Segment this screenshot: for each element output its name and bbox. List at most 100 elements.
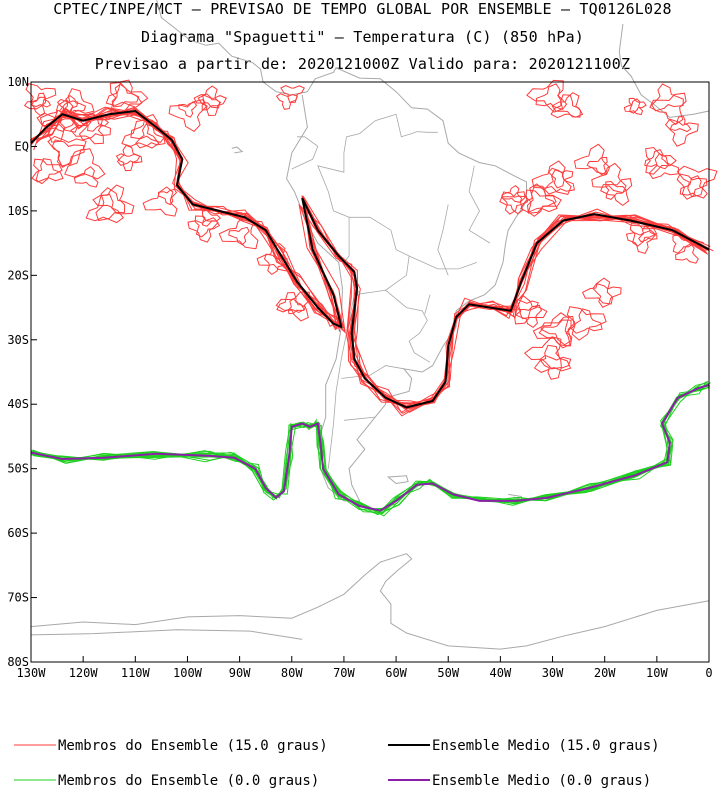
ensemble-member-15-contour [142,186,178,217]
border-line [424,294,431,315]
x-tick-label: 60W [385,666,407,680]
ensemble-member-15-contour [78,112,112,141]
ensemble-member-15-contour [573,143,611,175]
ensemble-member-0-line [30,385,710,515]
ensemble-member-15-contour [513,295,548,325]
ensemble-member-15-contour [228,226,250,246]
ensemble-member-15-contour [178,101,198,118]
ensemble-member-0-line [30,382,709,517]
ensemble-member-15-contour [218,214,259,250]
ensemble-mean-15-line [30,109,710,409]
y-tick-label: 60S [7,526,29,540]
ensemble-member-15-contour [25,83,57,110]
x-tick-label: 110W [121,666,151,680]
x-tick-label: 0 [705,666,712,680]
chart-title-line-2: Diagrama "Spaguetti" – Temperatura (C) (… [140,28,585,46]
y-tick-label: 70S [7,591,29,605]
ensemble-member-15-line [36,107,710,409]
x-tick-label: 80W [281,666,303,680]
ensemble-member-15-contour [664,118,699,147]
ensemble-mean-0-line [30,383,710,512]
ensemble-member-15-contour [73,166,99,188]
ensemble-member-15-contour [31,92,52,108]
ensemble-member-15-contour [591,162,627,194]
legend-label-mean-0: Ensemble Medio (0.0 graus) [432,773,651,789]
ensemble-member-15-contour [672,234,694,254]
ensemble-member-15-contour [548,167,574,189]
x-tick-label: 40W [490,666,512,680]
ensemble-member-15-line [30,107,708,417]
ensemble-member-15-contour [638,225,658,243]
ensemble-member-15-contour [581,277,614,305]
ensemble-member-15-line [34,107,710,410]
border-line [395,114,438,138]
ensemble-member-15-line [36,108,710,408]
coast-central-america [156,0,308,96]
legend-label-members-0: Membros do Ensemble (0.0 graus) [58,773,319,789]
ensemble-member-15-contour [629,222,658,247]
ensemble-member-15-contour [551,92,581,118]
border-line [437,204,449,276]
ensemble-member-15-contour [605,180,627,200]
ensemble-member-0-line [30,384,710,515]
ensemble-member-15-contour [62,94,87,116]
axes-layer: 130W 120W 110W 100W 90W 80W 70W 60W 50W 40W 30W 20W… [7,75,712,680]
ensemble-member-15-contour [499,191,526,215]
x-tick-label: 100W [173,666,203,680]
ensemble-member-15-contour [600,178,633,207]
ensemble-member-15-line [30,113,707,404]
ensemble-member-15-contour [645,146,677,175]
ensemble-member-15-contour [623,98,644,116]
border-line [317,113,397,218]
ensemble-member-15-contour [275,93,299,110]
y-tick-label: EQ [15,139,29,153]
ensemble-member-15-contour [592,282,622,308]
x-tick-label: 130W [17,666,47,680]
coast-antarctica [30,553,710,650]
ensemble-member-15-contour [523,336,562,370]
ensemble-member-15-contour [651,83,684,112]
border-line [341,365,404,379]
ensemble-member-15-contour [520,185,558,213]
ensemble-member-0-line [32,384,710,511]
ensemble-member-15-contour [648,153,680,180]
ensemble-member-15-contour [586,156,608,176]
y-tick-label: 20S [7,268,29,282]
ensemble-member-15-contour [280,85,306,104]
ensemble-member-15-contour [85,193,125,224]
ensemble-member-15-contour [532,312,573,347]
ensemble-member-15-contour [287,298,307,315]
ensemble-member-0-line [33,387,710,512]
coast-west-africa [618,23,710,118]
ensemble-member-15-contour [51,139,85,168]
ensemble-member-15-contour [33,158,63,185]
y-tick-label: 10N [7,75,29,89]
border-line [348,216,410,296]
x-tick-label: 90W [229,666,251,680]
ensemble-member-15-contour [276,291,306,313]
legend: Membros do Ensemble (15.0 graus) Ensembl… [14,738,660,789]
chart-title-line-3: Previsao a partir de: 2020121000Z Valido… [94,55,631,73]
ensemble-member-15-contour [115,153,141,172]
ensemble-member-15-contour [194,215,221,238]
ensemble-member-15-contour [644,148,670,170]
y-tick-label: 40S [7,397,29,411]
ensemble-member-15-line [30,112,709,404]
coast-falklands [387,475,409,485]
x-tick-label: 20W [594,666,616,680]
chart-title-line-1: CPTEC/INPE/MCT – PREVISAO DE TEMPO GLOBA… [53,0,672,18]
x-tick-label: 120W [69,666,99,680]
ensemble-member-0-line [32,385,710,513]
ensemble-member-15-contour [56,98,79,116]
ensemble-member-15-contour [263,253,289,276]
ensemble-member-15-contour [95,187,135,222]
ensemble-member-15-contour [501,191,528,215]
ensemble-member-15-contour [201,93,222,111]
coast-galapagos [231,146,244,154]
ensemble-member-0-line [30,384,710,513]
ensemble-member-15-contour [676,173,708,200]
ensemble-member-15-contour [628,97,647,114]
ensemble-member-15-contour [58,88,95,117]
border-line [468,165,491,244]
ensemble-member-0-line [30,383,709,511]
